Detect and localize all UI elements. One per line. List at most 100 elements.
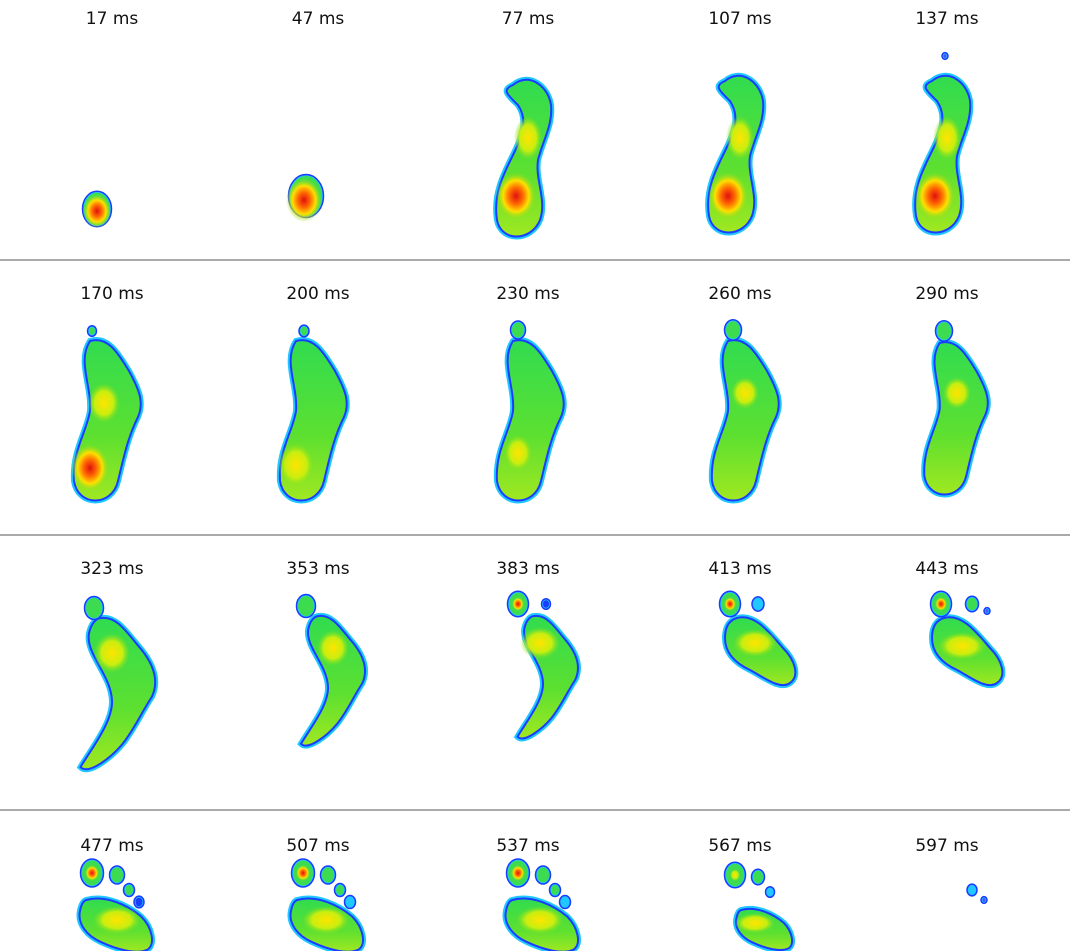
frame: 353 ms bbox=[286, 559, 368, 749]
frame: 443 ms bbox=[915, 559, 1006, 689]
toe bbox=[298, 596, 314, 616]
pressure-spot bbox=[512, 597, 524, 611]
frame: 107 ms bbox=[705, 9, 772, 236]
frame-time-label: 323 ms bbox=[80, 559, 143, 579]
toe bbox=[512, 322, 524, 338]
frame: 323 ms bbox=[76, 559, 159, 773]
pressure-spot bbox=[511, 865, 525, 881]
pressure-spot bbox=[708, 172, 748, 220]
pressure-spot bbox=[730, 869, 740, 881]
frame-time-label: 137 ms bbox=[915, 9, 978, 29]
toe bbox=[937, 322, 951, 340]
frame-time-label: 200 ms bbox=[286, 284, 349, 304]
pressure-spot bbox=[496, 172, 536, 220]
frame: 537 ms bbox=[496, 836, 581, 951]
pressure-spot bbox=[935, 597, 947, 611]
toe bbox=[967, 597, 977, 611]
frame-time-label: 383 ms bbox=[496, 559, 559, 579]
toe bbox=[982, 898, 986, 902]
pressure-spot bbox=[943, 377, 971, 409]
toe bbox=[111, 867, 123, 883]
foot-outline bbox=[923, 341, 989, 496]
frame-time-label: 597 ms bbox=[915, 836, 978, 856]
frame: 413 ms bbox=[708, 559, 799, 689]
pressure-spot bbox=[302, 906, 350, 934]
toe bbox=[322, 867, 334, 883]
frame: 137 ms bbox=[912, 9, 979, 236]
pressure-spot bbox=[504, 435, 532, 471]
pressure-spot bbox=[93, 906, 141, 934]
toe bbox=[551, 885, 559, 895]
foot-outline bbox=[495, 339, 565, 502]
frame: 477 ms bbox=[76, 836, 155, 951]
frame-time-label: 537 ms bbox=[496, 836, 559, 856]
foot-outline bbox=[710, 339, 780, 502]
frame-time-label: 17 ms bbox=[86, 9, 139, 29]
frame: 17 ms bbox=[81, 9, 139, 228]
toe bbox=[753, 870, 763, 884]
toe bbox=[89, 327, 95, 335]
pressure-spot bbox=[317, 630, 349, 666]
pressure-spot bbox=[88, 383, 120, 423]
toe bbox=[726, 321, 740, 339]
pressure-spot bbox=[915, 172, 955, 220]
pressure-spot bbox=[286, 178, 322, 222]
toe bbox=[543, 600, 549, 608]
pressure-spot bbox=[733, 629, 777, 657]
toe bbox=[985, 609, 989, 613]
pressure-spot bbox=[933, 116, 961, 160]
frame: 567 ms bbox=[708, 836, 796, 951]
pressure-spot bbox=[724, 597, 736, 611]
frame-time-label: 77 ms bbox=[502, 9, 555, 29]
frame-time-label: 170 ms bbox=[80, 284, 143, 304]
pressure-spot bbox=[83, 194, 111, 228]
frame-time-label: 353 ms bbox=[286, 559, 349, 579]
frame-time-label: 507 ms bbox=[286, 836, 349, 856]
pressure-spot bbox=[735, 913, 775, 933]
frame: 597 ms bbox=[915, 836, 988, 905]
pressure-spot bbox=[296, 865, 310, 881]
pressure-spot bbox=[516, 906, 564, 934]
pressure-spot bbox=[278, 443, 314, 487]
pressure-spot bbox=[726, 116, 754, 160]
frame: 200 ms bbox=[276, 284, 350, 504]
frame-time-label: 107 ms bbox=[708, 9, 771, 29]
toe bbox=[968, 885, 976, 895]
pressure-spot bbox=[938, 632, 986, 660]
frame-time-label: 477 ms bbox=[80, 836, 143, 856]
frame: 290 ms bbox=[915, 284, 991, 498]
frame: 47 ms bbox=[286, 9, 344, 222]
toe bbox=[125, 885, 133, 895]
frame-time-label: 413 ms bbox=[708, 559, 771, 579]
pressure-spot bbox=[514, 116, 542, 160]
toe bbox=[753, 598, 763, 610]
frame-time-label: 47 ms bbox=[292, 9, 345, 29]
frame: 170 ms bbox=[70, 284, 144, 504]
toe bbox=[86, 598, 102, 618]
frame: 260 ms bbox=[708, 284, 782, 504]
frame-time-label: 260 ms bbox=[708, 284, 771, 304]
toe bbox=[943, 54, 947, 58]
toe bbox=[561, 897, 569, 907]
toe bbox=[300, 326, 308, 336]
frame-time-label: 230 ms bbox=[496, 284, 559, 304]
frame: 383 ms bbox=[496, 559, 581, 742]
toe bbox=[537, 867, 549, 883]
separators bbox=[0, 259, 1070, 811]
frame: 507 ms bbox=[286, 836, 366, 951]
pressure-spot bbox=[731, 377, 759, 409]
toe bbox=[336, 885, 344, 895]
frame: 77 ms bbox=[493, 9, 555, 240]
pressure-spot bbox=[520, 627, 560, 659]
frame-time-label: 443 ms bbox=[915, 559, 978, 579]
pressure-spot bbox=[94, 633, 130, 673]
frame-time-label: 290 ms bbox=[915, 284, 978, 304]
toe bbox=[346, 897, 354, 907]
toe bbox=[767, 888, 773, 896]
pressure-spot bbox=[71, 444, 109, 492]
frame: 230 ms bbox=[493, 284, 567, 504]
pressure-spot bbox=[85, 865, 99, 881]
frame-time-label: 567 ms bbox=[708, 836, 771, 856]
toe bbox=[135, 897, 143, 907]
